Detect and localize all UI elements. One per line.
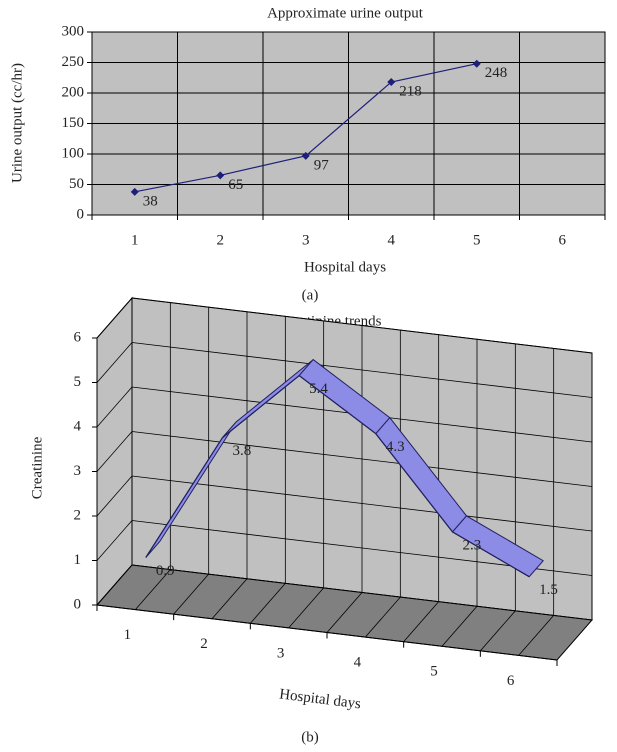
y-tick-label: 100 — [62, 145, 85, 161]
value-label: 38 — [143, 193, 158, 209]
grid-line — [96, 297, 133, 339]
x-axis-label: Hospital days — [278, 686, 362, 712]
marker — [130, 187, 139, 196]
grid-line — [131, 475, 593, 532]
grid-line — [131, 564, 593, 621]
value-label: 97 — [314, 157, 330, 173]
y-tick-label: 5 — [74, 374, 82, 390]
floor-grid — [135, 569, 171, 610]
marker — [216, 171, 225, 180]
y-tick-label: 250 — [62, 54, 85, 70]
y-tick-label: 0 — [77, 206, 85, 222]
grid-line — [96, 564, 133, 606]
floor-grid — [173, 573, 209, 615]
floor-grid — [480, 610, 516, 652]
floor-grid — [326, 592, 363, 633]
y-tick-label: 3 — [74, 463, 82, 479]
floor-grid — [518, 615, 554, 656]
y-tick-label: 150 — [62, 115, 85, 131]
y-tick-label: 0 — [74, 596, 82, 612]
y-tick-label: 4 — [74, 418, 82, 434]
chart-title: Approximate urine output — [267, 5, 424, 21]
value-label: 3.8 — [233, 443, 252, 459]
value-label: 4.3 — [386, 439, 405, 455]
value-label: 218 — [399, 83, 422, 99]
value-label: 5.4 — [309, 381, 328, 397]
line — [145, 374, 530, 578]
y-tick-label: 2 — [74, 507, 82, 523]
marker — [387, 78, 396, 87]
floor-grid — [441, 605, 478, 647]
y-tick-label: 1 — [74, 552, 82, 568]
x-tick-label: 5 — [473, 232, 481, 248]
y-axis-label: Urine output (cc/hr) — [9, 63, 25, 183]
floor-grid — [211, 578, 248, 620]
y-axis-label: Creatinine — [29, 436, 45, 499]
y-tick-label: 50 — [69, 176, 84, 192]
y-tick-label: 6 — [74, 329, 82, 345]
x-tick-label: 3 — [302, 232, 310, 248]
grid-line — [96, 431, 133, 472]
caption: (b) — [301, 729, 319, 745]
y-tick-label: 200 — [62, 84, 85, 100]
floor-grid — [403, 601, 439, 642]
grid-line — [96, 475, 133, 517]
grid-line — [131, 342, 593, 398]
floor-grid — [288, 587, 324, 629]
marker — [301, 151, 310, 160]
x-tick-label: 6 — [507, 673, 515, 689]
grid-line — [96, 520, 133, 561]
x-tick-label: 3 — [277, 645, 285, 661]
grid-line — [131, 297, 593, 354]
x-tick-label: 6 — [559, 232, 567, 248]
x-tick-label: 2 — [200, 636, 208, 652]
x-tick-label: 4 — [354, 655, 362, 671]
value-label: 65 — [228, 177, 243, 193]
x-tick-label: 1 — [124, 627, 132, 643]
floor-grid — [365, 596, 401, 638]
value-label: 1.5 — [539, 582, 558, 598]
value-label: 248 — [485, 65, 508, 81]
x-tick-label: 5 — [430, 664, 438, 680]
y-tick-label: 300 — [62, 23, 85, 39]
caption: (a) — [302, 287, 319, 303]
grid-line — [96, 386, 133, 428]
marker — [472, 59, 481, 68]
x-tick-label: 4 — [388, 232, 396, 248]
grid-line — [131, 431, 593, 487]
value-label: 0.9 — [156, 563, 175, 579]
x-axis-label: Hospital days — [304, 259, 386, 275]
value-label: 2.3 — [463, 537, 482, 553]
grid-line — [96, 342, 133, 383]
x-tick-label: 1 — [131, 232, 139, 248]
floor-grid — [250, 583, 286, 624]
x-tick-label: 2 — [217, 232, 225, 248]
